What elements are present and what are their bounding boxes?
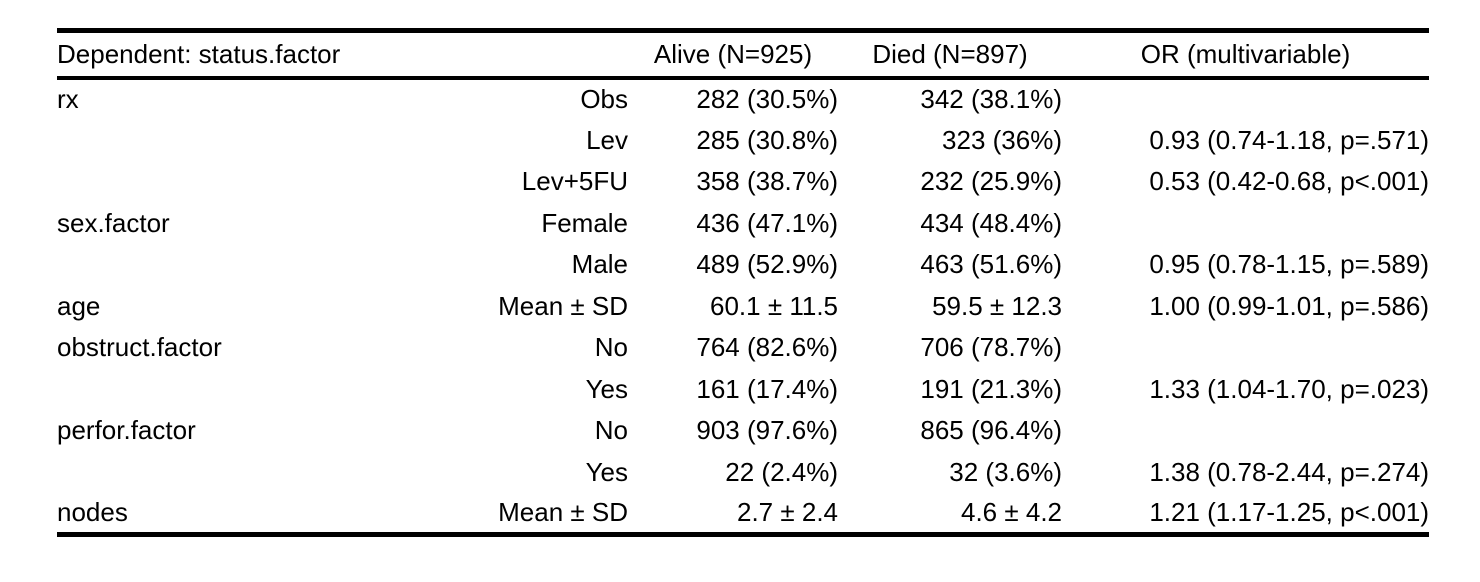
cell-variable: [57, 244, 367, 286]
cell-died: 59.5 ± 12.3: [932, 290, 1063, 321]
table-row: Male 489 (52.9%) 463 (51.6%) 0.95 (0.78-…: [57, 244, 1429, 286]
cell-or: 0.93 (0.74-1.18, p=.571): [1149, 124, 1430, 155]
cell-variable: [57, 451, 367, 493]
table-row: age Mean ± SD 60.1 ± 11.5 59.5 ± 12.3 1.…: [57, 285, 1429, 327]
cell-or: [1062, 410, 1429, 452]
table-row: Lev 285 (30.8%) 323 (36%) 0.93 (0.74-1.1…: [57, 119, 1429, 161]
cell-level: Lev+5FU: [521, 166, 629, 197]
table-row: Yes 161 (17.4%) 191 (21.3%) 1.33 (1.04-1…: [57, 368, 1429, 410]
cell-or: 0.95 (0.78-1.15, p=.589): [1149, 249, 1430, 280]
cell-alive: 285 (30.8%): [696, 124, 839, 155]
cell-level: Mean ± SD: [498, 497, 629, 527]
cell-level: No: [594, 332, 629, 363]
column-header-alive: Alive (N=925): [628, 30, 839, 80]
cell-level: Yes: [585, 373, 629, 404]
cell-level: Male: [571, 249, 629, 280]
cell-alive: 161 (17.4%): [696, 373, 839, 404]
cell-died: 463 (51.6%): [920, 249, 1063, 280]
cell-or: 1.38 (0.78-2.44, p=.274): [1149, 456, 1430, 487]
cell-level: Obs: [580, 84, 629, 115]
table-row: Lev+5FU 358 (38.7%) 232 (25.9%) 0.53 (0.…: [57, 161, 1429, 203]
cell-died: 32 (3.6%): [949, 456, 1063, 487]
cell-or: [1062, 202, 1429, 244]
cell-died: 191 (21.3%): [920, 373, 1063, 404]
cell-or: 0.53 (0.42-0.68, p<.001): [1149, 166, 1430, 197]
cell-or: 1.00 (0.99-1.01, p=.586): [1149, 290, 1430, 321]
cell-variable: age: [57, 290, 101, 321]
cell-or: 1.21 (1.17-1.25, p<.001): [1149, 497, 1430, 527]
cell-level: No: [594, 415, 629, 446]
cell-or: 1.33 (1.04-1.70, p=.023): [1149, 373, 1430, 404]
table-row: obstruct.factor No 764 (82.6%) 706 (78.7…: [57, 327, 1429, 369]
cell-level: Mean ± SD: [498, 290, 629, 321]
cell-variable: [57, 161, 367, 203]
header-row: Dependent: status.factor Alive (N=925) D…: [57, 30, 1430, 80]
cell-died: 4.6 ± 4.2: [961, 497, 1063, 527]
cell-level: Lev: [586, 124, 629, 155]
cell-alive: 489 (52.9%): [696, 249, 839, 280]
cell-died: 323 (36%): [942, 124, 1063, 155]
cell-alive: 60.1 ± 11.5: [710, 290, 839, 321]
table-row: perfor.factor No 903 (97.6%) 865 (96.4%): [57, 410, 1429, 452]
cell-variable: sex.factor: [57, 207, 170, 238]
table-row: Yes 22 (2.4%) 32 (3.6%) 1.38 (0.78-2.44,…: [57, 451, 1429, 493]
cell-variable: [57, 119, 367, 161]
cell-alive: 436 (47.1%): [696, 207, 839, 238]
cell-variable: nodes: [57, 497, 128, 527]
cell-alive: 22 (2.4%): [725, 456, 839, 487]
cell-alive: 2.7 ± 2.4: [737, 497, 839, 527]
cell-died: 706 (78.7%): [920, 332, 1063, 363]
cell-variable: rx: [57, 84, 79, 115]
cell-or: [1062, 327, 1429, 369]
cell-alive: 282 (30.5%): [696, 84, 839, 115]
cell-died: 865 (96.4%): [920, 415, 1063, 446]
cell-alive: 764 (82.6%): [696, 332, 839, 363]
cell-variable: [57, 368, 367, 410]
cell-or: [1062, 78, 1429, 120]
cell-variable: perfor.factor: [57, 415, 196, 446]
cell-died: 342 (38.1%): [920, 84, 1063, 115]
cell-alive: 903 (97.6%): [696, 415, 839, 446]
table-row: nodes Mean ± SD 2.7 ± 2.4 4.6 ± 4.2 1.21…: [57, 493, 1429, 535]
cell-level: Female: [541, 207, 629, 238]
cell-level: Yes: [585, 456, 629, 487]
summary-table: Dependent: status.factor Alive (N=925) D…: [57, 28, 1430, 537]
table-row: rx Obs 282 (30.5%) 342 (38.1%): [57, 78, 1429, 120]
cell-alive: 358 (38.7%): [696, 166, 839, 197]
column-header-or: OR (multivariable): [1062, 30, 1430, 80]
dependent-variable-header: Dependent: status.factor: [57, 30, 629, 80]
cell-died: 232 (25.9%): [920, 166, 1063, 197]
column-header-died: Died (N=897): [838, 30, 1063, 80]
cell-died: 434 (48.4%): [920, 207, 1063, 238]
cell-variable: obstruct.factor: [57, 332, 222, 363]
table-row: sex.factor Female 436 (47.1%) 434 (48.4%…: [57, 202, 1429, 244]
